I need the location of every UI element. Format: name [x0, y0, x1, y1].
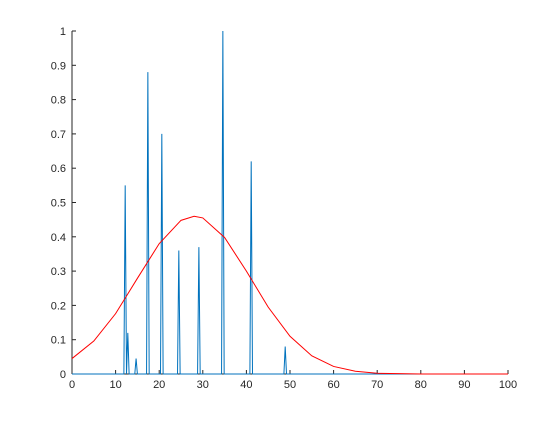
y-tick-label: 0	[60, 369, 66, 381]
x-tick-label: 80	[415, 379, 427, 391]
x-tick-label: 10	[109, 379, 121, 391]
series-line	[72, 30, 508, 375]
x-tick-label: 100	[499, 379, 517, 391]
x-tick-label: 90	[458, 379, 470, 391]
x-tick-label: 70	[371, 379, 383, 391]
y-tick-label: 0.4	[51, 232, 66, 244]
x-tick-label: 0	[69, 379, 75, 391]
x-tick-label: 30	[197, 379, 209, 391]
y-tick-label: 0.5	[51, 198, 66, 210]
series-line	[71, 215, 508, 375]
x-tick-label: 60	[327, 379, 339, 391]
x-tick-label: 20	[153, 379, 165, 391]
y-tick-label: 0.1	[51, 335, 66, 347]
y-tick-label: 1	[60, 26, 66, 38]
y-tick-label: 0.2	[51, 300, 66, 312]
x-tick-label: 50	[284, 379, 296, 391]
y-tick-label: 0.6	[51, 163, 66, 175]
y-tick-label: 0.9	[51, 60, 66, 72]
y-tick-label: 0.7	[51, 129, 66, 141]
y-tick-label: 0.3	[51, 266, 66, 278]
x-tick-label: 40	[240, 379, 252, 391]
y-tick-label: 0.8	[51, 95, 66, 107]
